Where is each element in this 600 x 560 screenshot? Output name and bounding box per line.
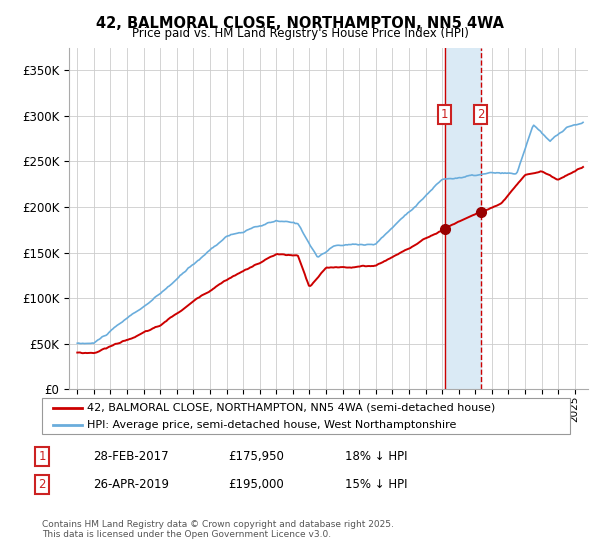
Text: £195,000: £195,000 [228,478,284,491]
Text: 42, BALMORAL CLOSE, NORTHAMPTON, NN5 4WA: 42, BALMORAL CLOSE, NORTHAMPTON, NN5 4WA [96,16,504,31]
Text: 1: 1 [38,450,46,463]
Text: 2: 2 [38,478,46,491]
Bar [445,48,481,389]
Text: HPI: Average price, semi-detached house, West Northamptonshire: HPI: Average price, semi-detached house,… [87,420,456,430]
Text: Price paid vs. HM Land Registry's House Price Index (HPI): Price paid vs. HM Land Registry's House … [131,27,469,40]
Text: Contains HM Land Registry data © Crown copyright and database right 2025.
This d: Contains HM Land Registry data © Crown c… [42,520,394,539]
Text: 28-FEB-2017: 28-FEB-2017 [93,450,169,463]
Text: 26-APR-2019: 26-APR-2019 [93,478,169,491]
Text: 42, BALMORAL CLOSE, NORTHAMPTON, NN5 4WA (semi-detached house): 42, BALMORAL CLOSE, NORTHAMPTON, NN5 4WA… [87,403,495,413]
Text: 18% ↓ HPI: 18% ↓ HPI [345,450,407,463]
Text: 2: 2 [477,108,484,120]
Text: £175,950: £175,950 [228,450,284,463]
Text: 1: 1 [441,108,448,120]
Text: 15% ↓ HPI: 15% ↓ HPI [345,478,407,491]
FancyBboxPatch shape [42,398,570,434]
